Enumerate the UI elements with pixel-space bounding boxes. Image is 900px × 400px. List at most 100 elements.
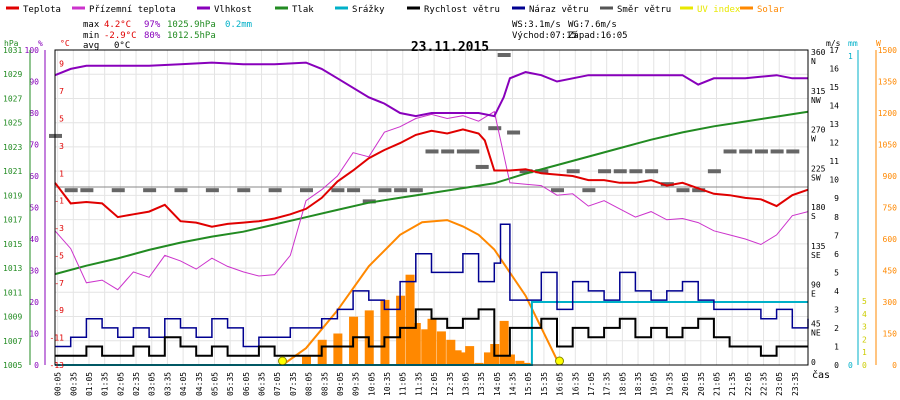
w-tick-label: 0 [892,361,897,370]
mm-tick-label: 0 [848,361,853,370]
x-tick-label: 18:35 [634,372,643,396]
pct-tick-label: 90 [29,78,39,87]
solar-bar [302,356,311,365]
w-tick-label: 750 [883,204,898,213]
wind-direction-mark [394,188,408,193]
pct-tick-label: 40 [29,235,39,244]
wind-direction-mark [613,169,627,174]
legend-label: Směr větru [617,5,671,15]
direction-tick-label: 135 [811,242,826,251]
x-tick-label: 05:05 [210,372,219,396]
hpa-tick-label: 1017 [3,216,22,225]
x-tick-label: 22:35 [760,372,769,396]
wind-direction-mark [80,188,94,193]
x-tick-label: 12:35 [446,372,455,396]
solar-bar [421,329,431,365]
degc-tick-label: -1 [54,197,64,206]
sunset-marker [555,356,565,366]
ms-tick-label: 17 [829,46,839,55]
x-tick-label: 09:05 [336,372,345,396]
solar-bar [521,362,531,365]
hpa-tick-label: 1015 [3,240,22,249]
wind-direction-mark [475,164,489,169]
x-tick-label: 02:05 [116,372,125,396]
ms-tick-label: 14 [829,102,839,111]
x-tick-label: 14:35 [509,372,518,396]
wind-direction-mark [143,188,157,193]
legend-label: Tlak [292,5,314,15]
stat-max-temp: 4.2°C [104,20,131,30]
wind-direction-mark [629,169,643,174]
wind-direction-mark [519,169,533,174]
direction-tick-label: 0 [811,358,816,367]
x-tick-label: 09:35 [352,372,361,396]
direction-tick-label: SE [811,251,821,260]
wind-direction-mark [582,188,596,193]
legend-label: Přízemní teplota [89,5,176,15]
stat-max-press: 1025.9hPa [167,20,216,30]
pct-tick-label: 20 [29,298,39,307]
x-tick-label: 03:05 [148,372,157,396]
uv-tick-label: 5 [862,297,867,306]
solar-bar [499,320,509,365]
stat-avg-label: avg [83,41,99,51]
hpa-tick-label: 1021 [3,167,22,176]
mm-tick-label: 1 [848,52,853,61]
legend-label: UV index [697,5,741,15]
wind-direction-mark [409,188,423,193]
pct-tick-label: 70 [29,141,39,150]
solar-bar [515,360,525,365]
ms-tick-label: 8 [834,213,839,222]
x-tick-label: 04:05 [179,372,188,396]
direction-tick-label: 315 [811,87,826,96]
hpa-tick-label: 1011 [3,288,22,297]
legend-label: Srážky [352,5,385,15]
wind-direction-mark [111,188,125,193]
wind-direction-mark [786,149,800,154]
wind-direction-mark [739,149,753,154]
solar-bar [333,333,343,365]
ms-tick-label: 12 [829,139,839,148]
x-tick-label: 03:35 [163,372,172,396]
legend-label: Rychlost větru [424,5,500,15]
sunrise-marker [277,356,287,366]
ms-axis-unit: m/s [826,39,841,48]
x-tick-label: 17:05 [587,372,596,396]
x-tick-label: 18:05 [618,372,627,396]
wind-direction-mark [174,188,188,193]
mm-axis-unit: mm [848,39,858,48]
direction-tick-label: N [811,57,816,66]
wind-direction-mark [598,169,612,174]
ms-tick-label: 9 [834,194,839,203]
direction-tick-label: NW [811,96,821,105]
x-tick-label: 08:35 [320,372,329,396]
degc-tick-label: -3 [54,224,64,233]
x-tick-label: 17:35 [603,372,612,396]
ms-tick-label: 2 [834,324,839,333]
degc-tick-label: 1 [59,169,64,178]
ms-tick-label: 15 [829,83,839,92]
wind-direction-mark [300,188,313,193]
hpa-tick-label: 1009 [3,313,22,322]
solar-bar [474,362,484,365]
hpa-tick-label: 1029 [3,70,22,79]
solar-bar [446,339,456,365]
wind-direction-mark [754,149,768,154]
hpa-tick-label: 1025 [3,119,22,128]
x-tick-label: 11:05 [399,372,408,396]
x-tick-label: 07:35 [289,372,298,396]
wind-direction-mark [347,188,361,193]
wind-direction-mark [456,149,470,154]
x-tick-label: 21:35 [728,372,737,396]
stat-min-press: 1012.5hPa [167,31,216,41]
direction-tick-label: W [811,135,816,144]
degc-tick-label: 7 [59,87,64,96]
w-tick-label: 1200 [878,109,897,118]
wind-direction-mark [692,188,706,193]
wind-direction-mark [268,188,282,193]
wind-direction-mark [645,169,659,174]
wind-gust-line [55,223,809,348]
x-tick-label: 15:35 [540,372,549,396]
x-tick-label: 10:05 [367,372,376,396]
hpa-tick-label: 1013 [3,264,22,273]
